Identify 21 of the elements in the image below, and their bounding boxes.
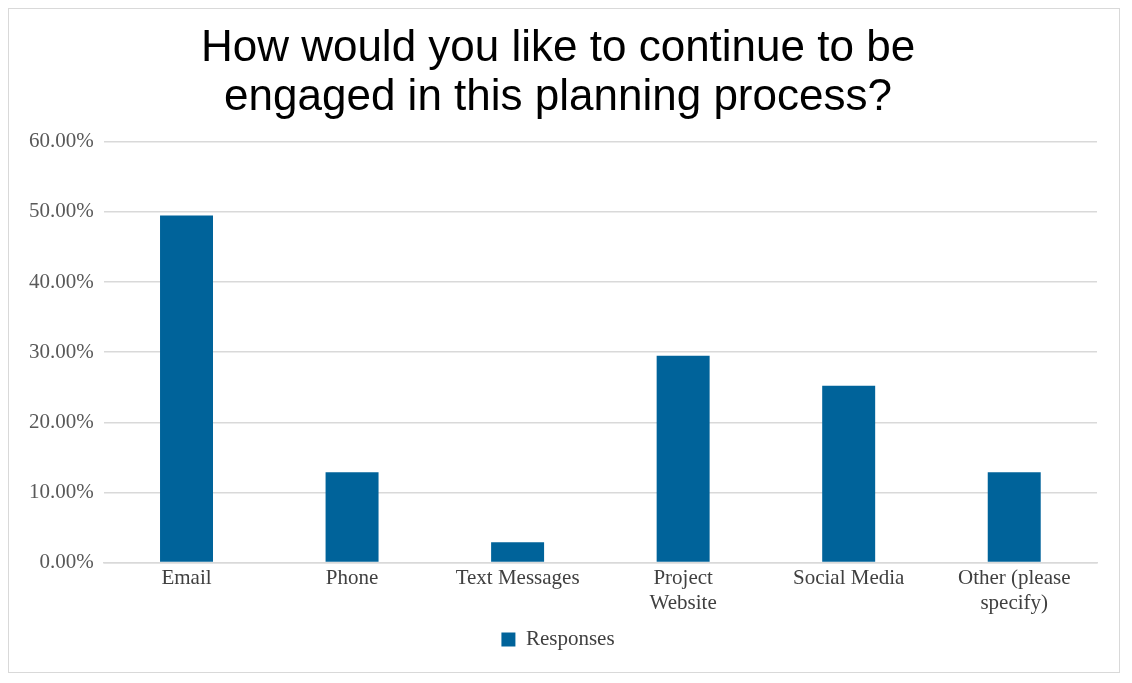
- x-tick-label: Email: [161, 564, 212, 589]
- y-tick-label: 50.00%: [28, 198, 94, 223]
- bar: [822, 385, 876, 562]
- bar: [656, 355, 710, 562]
- bar: [325, 472, 379, 562]
- x-tick-label: Social Media: [792, 564, 906, 589]
- x-tick-label: Phone: [325, 564, 379, 589]
- bar: [987, 472, 1041, 562]
- x-tick-label: Other (please specify): [957, 564, 1071, 614]
- y-tick-label: 0.00%: [39, 549, 94, 574]
- legend-label: Responses: [525, 626, 615, 651]
- bar: [160, 215, 213, 562]
- x-tick-label: Project Website: [649, 564, 717, 614]
- y-tick-label: 30.00%: [28, 338, 94, 363]
- y-tick-label: 10.00%: [28, 478, 94, 503]
- bar: [491, 542, 545, 562]
- y-tick-label: 60.00%: [28, 128, 94, 153]
- y-tick-label: 20.00%: [28, 408, 94, 433]
- y-tick-label: 40.00%: [28, 268, 94, 293]
- chart-title: How would you like to continue to be engaged in this planning process?: [200, 21, 916, 119]
- x-tick-label: Text Messages: [455, 564, 580, 589]
